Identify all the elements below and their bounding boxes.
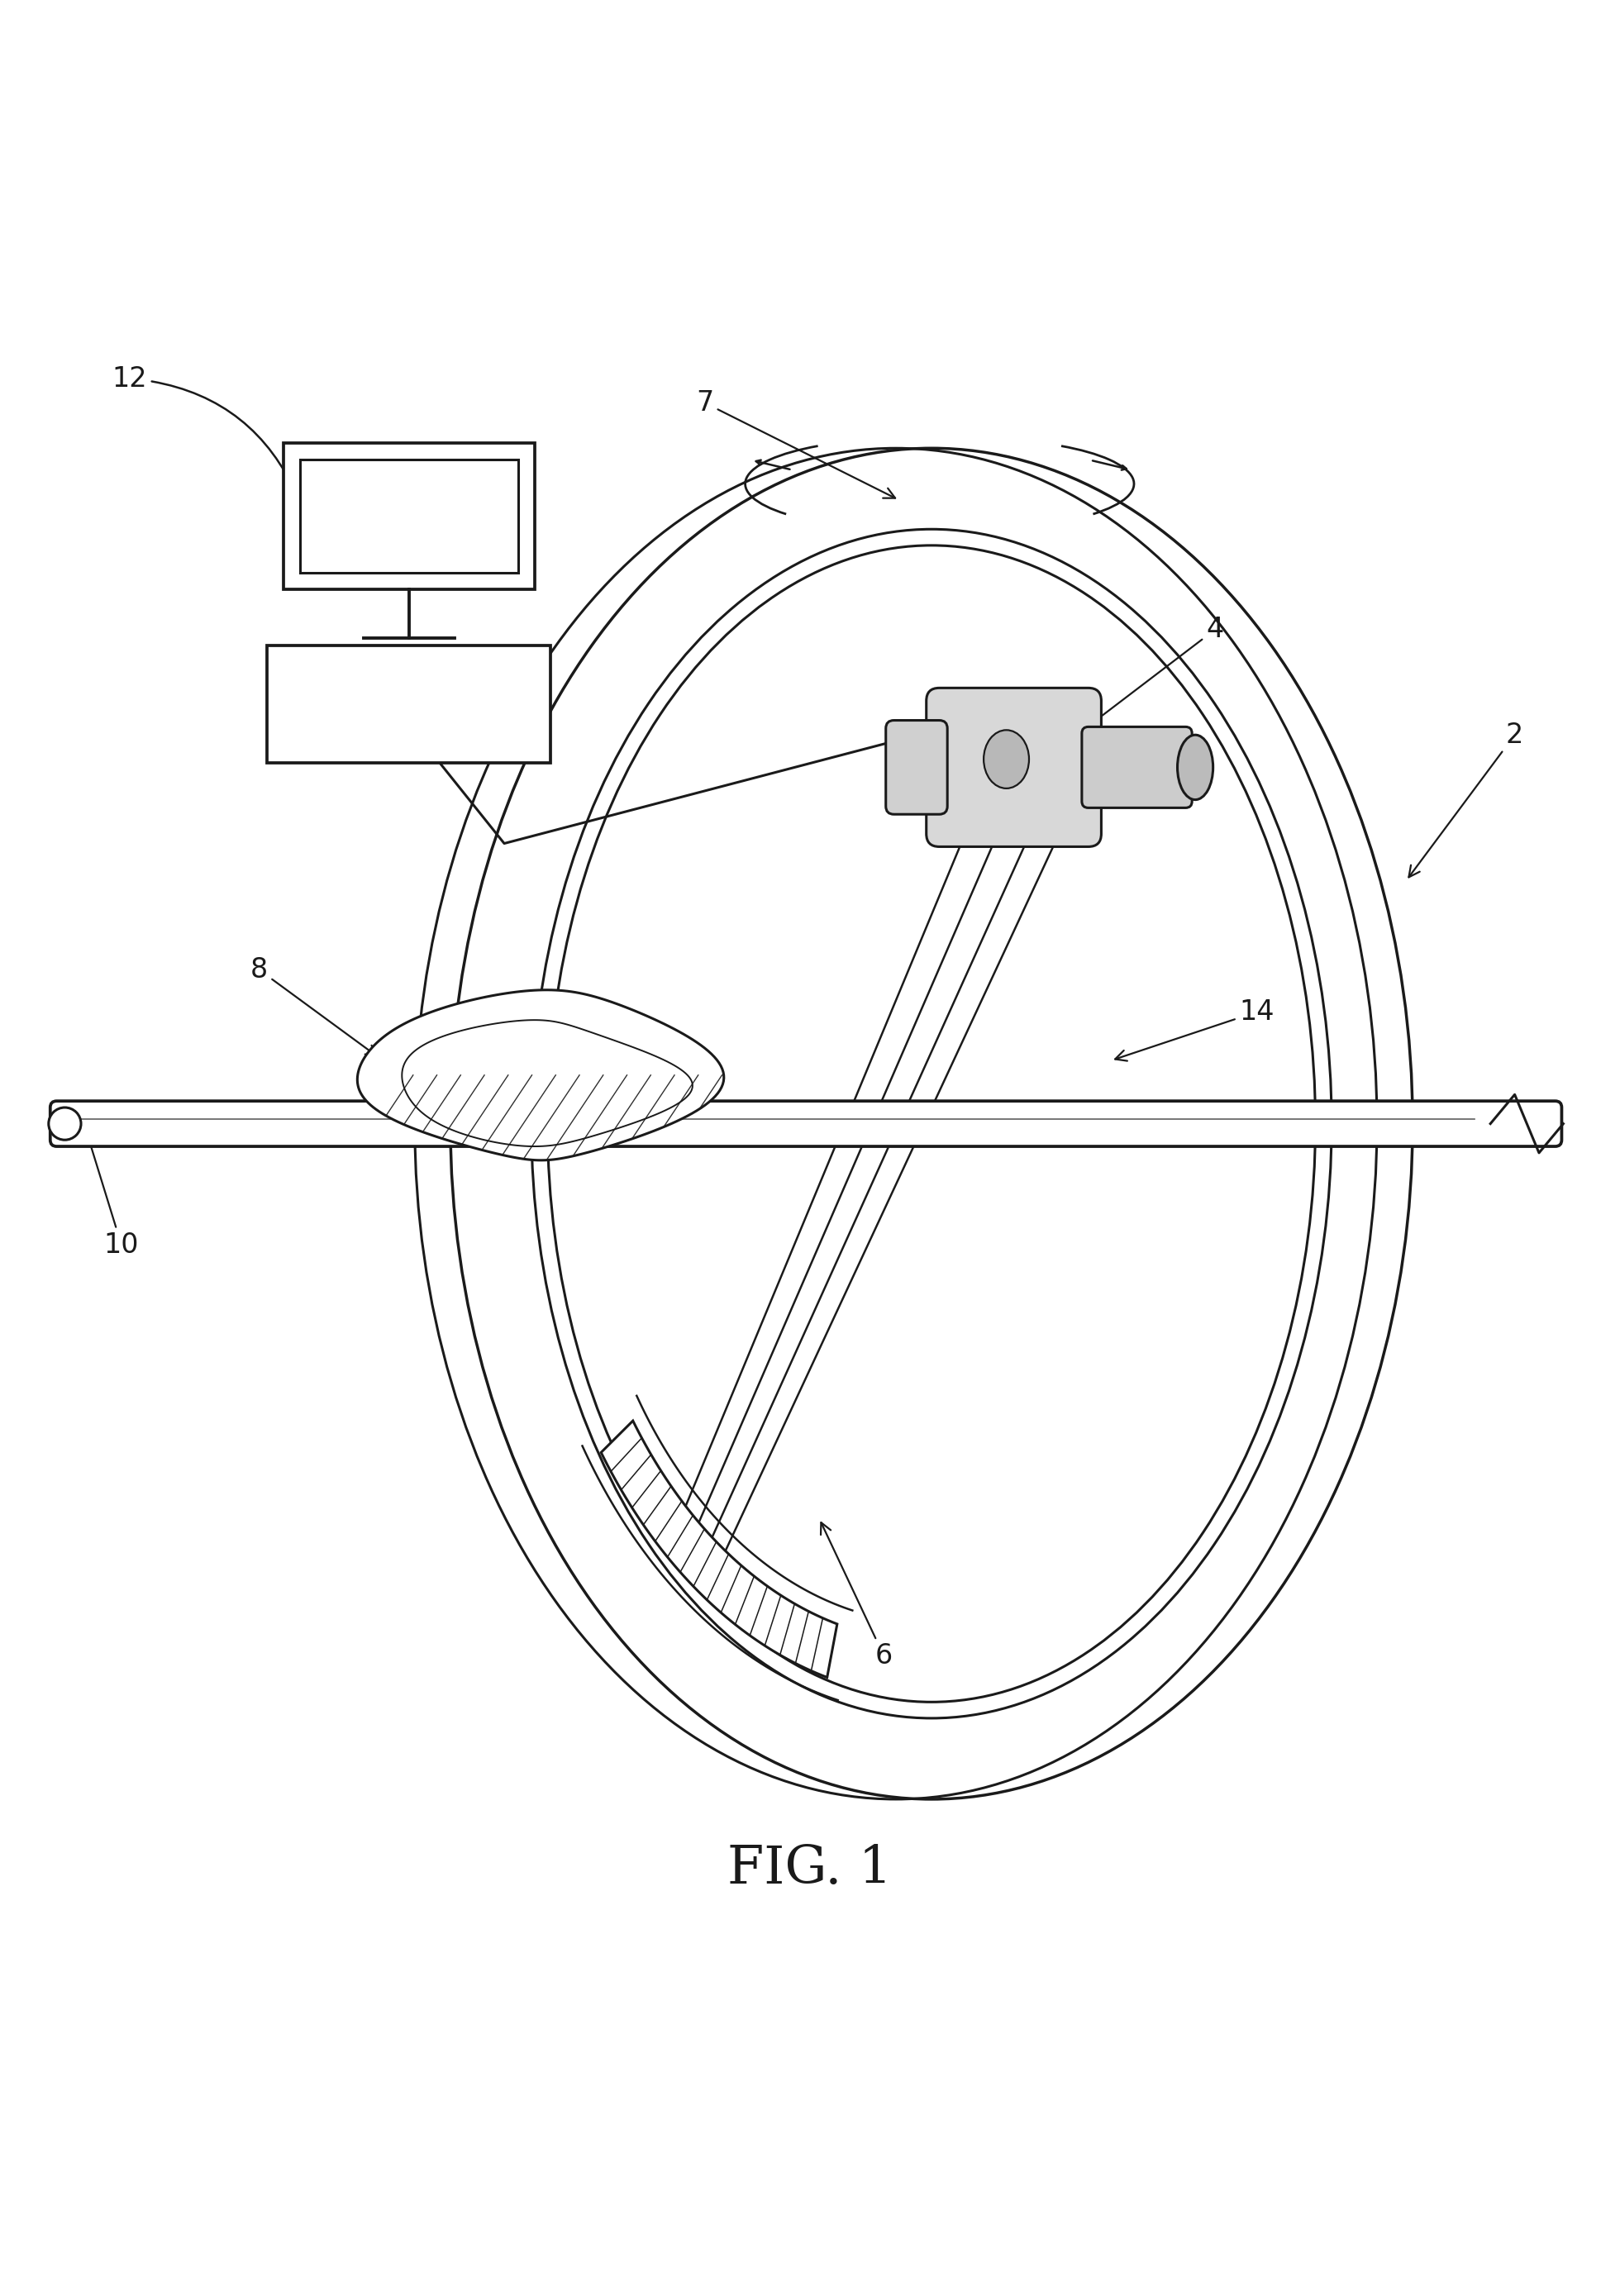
Polygon shape [601, 1421, 838, 1678]
Text: 10: 10 [81, 1118, 139, 1258]
Ellipse shape [1178, 735, 1213, 799]
Text: 7: 7 [697, 390, 896, 498]
Polygon shape [402, 1019, 692, 1146]
Text: FIG. 1: FIG. 1 [727, 1844, 893, 1894]
Text: 14: 14 [1115, 999, 1275, 1061]
FancyBboxPatch shape [886, 721, 948, 815]
FancyBboxPatch shape [927, 689, 1102, 847]
Ellipse shape [49, 1107, 81, 1139]
FancyBboxPatch shape [1082, 728, 1192, 808]
FancyBboxPatch shape [300, 459, 518, 574]
Text: 8: 8 [251, 955, 377, 1056]
Text: 2: 2 [1409, 721, 1523, 877]
Text: 4: 4 [1048, 615, 1223, 758]
Ellipse shape [983, 730, 1029, 788]
Text: 6: 6 [821, 1522, 893, 1669]
Text: 12: 12 [112, 365, 298, 498]
FancyBboxPatch shape [50, 1102, 1562, 1146]
Polygon shape [358, 990, 724, 1159]
FancyBboxPatch shape [267, 645, 551, 762]
FancyBboxPatch shape [284, 443, 535, 590]
